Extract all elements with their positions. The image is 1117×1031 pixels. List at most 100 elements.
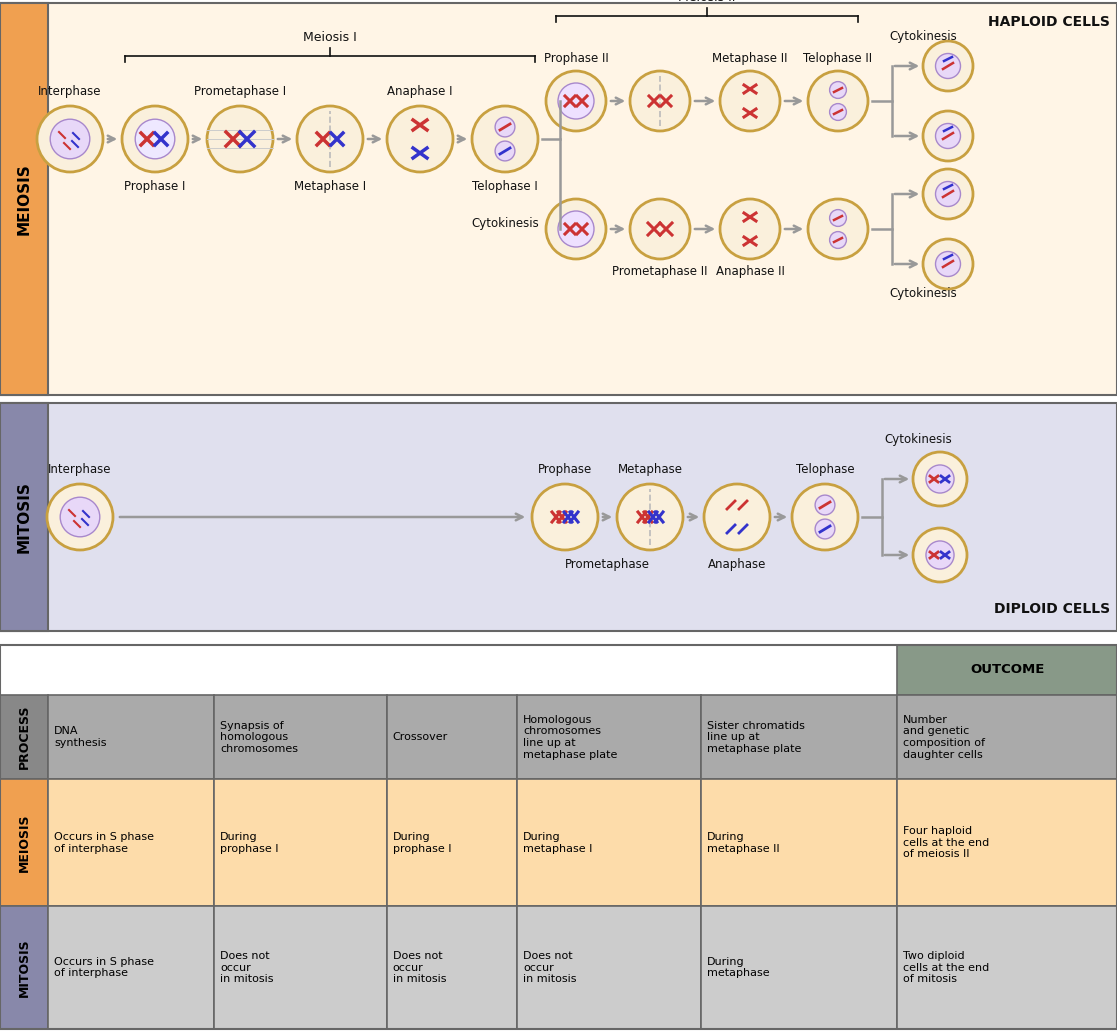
Bar [0, 403, 48, 631]
Circle shape [558, 211, 594, 247]
Text: Prometaphase I: Prometaphase I [194, 85, 286, 98]
Bar [48, 906, 214, 1029]
Circle shape [936, 252, 961, 276]
Circle shape [532, 484, 598, 550]
Circle shape [207, 106, 273, 172]
Circle shape [546, 71, 607, 131]
Circle shape [923, 169, 973, 219]
Text: Cytokinesis: Cytokinesis [885, 433, 952, 446]
Text: OUTCOME: OUTCOME [970, 664, 1044, 676]
Text: MITOSIS: MITOSIS [17, 481, 31, 553]
Text: During
metaphase II: During metaphase II [707, 832, 780, 854]
Text: During
prophase I: During prophase I [392, 832, 451, 854]
Bar [48, 779, 214, 906]
Circle shape [936, 54, 961, 78]
Text: Cytokinesis: Cytokinesis [889, 287, 957, 300]
Text: Metaphase II: Metaphase II [713, 52, 787, 65]
Circle shape [830, 81, 847, 98]
Circle shape [815, 495, 834, 514]
Text: Telophase II: Telophase II [803, 52, 872, 65]
Bar [701, 695, 897, 779]
Text: DIPLOID CELLS: DIPLOID CELLS [994, 602, 1110, 616]
Circle shape [495, 118, 515, 137]
Bar [214, 906, 386, 1029]
Circle shape [923, 239, 973, 289]
Text: Prometaphase: Prometaphase [565, 558, 650, 571]
Circle shape [720, 199, 780, 259]
Text: Anaphase II: Anaphase II [716, 265, 784, 278]
Text: MEIOSIS: MEIOSIS [18, 813, 30, 872]
Bar [214, 779, 386, 906]
Text: Prophase I: Prophase I [124, 180, 185, 193]
Bar [0, 906, 48, 1029]
Circle shape [926, 465, 954, 493]
Text: Prometaphase II: Prometaphase II [612, 265, 708, 278]
Circle shape [297, 106, 363, 172]
Text: Four haploid
cells at the end
of meiosis II: Four haploid cells at the end of meiosis… [904, 826, 990, 860]
Text: Telophase I: Telophase I [472, 180, 538, 193]
Circle shape [830, 103, 847, 121]
Text: Anaphase I: Anaphase I [388, 85, 452, 98]
Circle shape [815, 519, 834, 539]
Circle shape [808, 71, 868, 131]
Text: Interphase: Interphase [38, 85, 102, 98]
Text: Metaphase I: Metaphase I [294, 180, 366, 193]
Bar [0, 645, 1117, 1029]
Text: Does not
occur
in mitosis: Does not occur in mitosis [220, 951, 274, 985]
Text: MITOSIS: MITOSIS [18, 938, 30, 997]
Text: Number
and genetic
composition of
daughter cells: Number and genetic composition of daught… [904, 714, 985, 760]
Text: Occurs in S phase
of interphase: Occurs in S phase of interphase [54, 832, 154, 854]
Circle shape [47, 484, 113, 550]
Circle shape [60, 497, 99, 537]
Circle shape [830, 232, 847, 248]
Bar [897, 779, 1117, 906]
Circle shape [37, 106, 103, 172]
Circle shape [386, 106, 454, 172]
Circle shape [913, 528, 967, 583]
Text: Sister chromatids
line up at
metaphase plate: Sister chromatids line up at metaphase p… [707, 721, 805, 754]
Circle shape [923, 111, 973, 161]
Text: Synapsis of
homologous
chromosomes: Synapsis of homologous chromosomes [220, 721, 298, 754]
Bar [701, 906, 897, 1029]
Circle shape [558, 84, 594, 119]
Bar [517, 779, 701, 906]
Bar [897, 645, 1117, 695]
Circle shape [913, 452, 967, 506]
Circle shape [936, 124, 961, 148]
Text: PROCESS: PROCESS [18, 705, 30, 769]
Bar [517, 906, 701, 1029]
Bar [48, 695, 214, 779]
Text: Does not
occur
in mitosis: Does not occur in mitosis [392, 951, 446, 985]
Circle shape [630, 71, 690, 131]
Bar [386, 906, 517, 1029]
Text: During
metaphase: During metaphase [707, 957, 770, 978]
Text: During
metaphase I: During metaphase I [523, 832, 592, 854]
Text: Two diploid
cells at the end
of mitosis: Two diploid cells at the end of mitosis [904, 951, 990, 985]
Circle shape [617, 484, 682, 550]
Bar [517, 695, 701, 779]
Circle shape [50, 120, 89, 159]
Text: Anaphase: Anaphase [708, 558, 766, 571]
Text: MEIOSIS: MEIOSIS [17, 163, 31, 235]
Text: Occurs in S phase
of interphase: Occurs in S phase of interphase [54, 957, 154, 978]
Bar [0, 3, 48, 395]
Bar [214, 695, 386, 779]
Text: Does not
occur
in mitosis: Does not occur in mitosis [523, 951, 576, 985]
Circle shape [495, 141, 515, 161]
Text: Homologous
chromosomes
line up at
metaphase plate: Homologous chromosomes line up at metaph… [523, 714, 618, 760]
Text: DNA
synthesis: DNA synthesis [54, 727, 106, 747]
Circle shape [808, 199, 868, 259]
Bar [0, 695, 48, 779]
Circle shape [926, 541, 954, 569]
Circle shape [135, 120, 174, 159]
Circle shape [792, 484, 858, 550]
Circle shape [546, 199, 607, 259]
Text: Cytokinesis: Cytokinesis [889, 30, 957, 43]
Circle shape [923, 41, 973, 91]
Circle shape [472, 106, 538, 172]
Text: Telophase: Telophase [795, 463, 855, 476]
Text: Interphase: Interphase [48, 463, 112, 476]
Text: Prophase II: Prophase II [544, 52, 609, 65]
Text: HAPLOID CELLS: HAPLOID CELLS [989, 15, 1110, 29]
Circle shape [936, 181, 961, 206]
